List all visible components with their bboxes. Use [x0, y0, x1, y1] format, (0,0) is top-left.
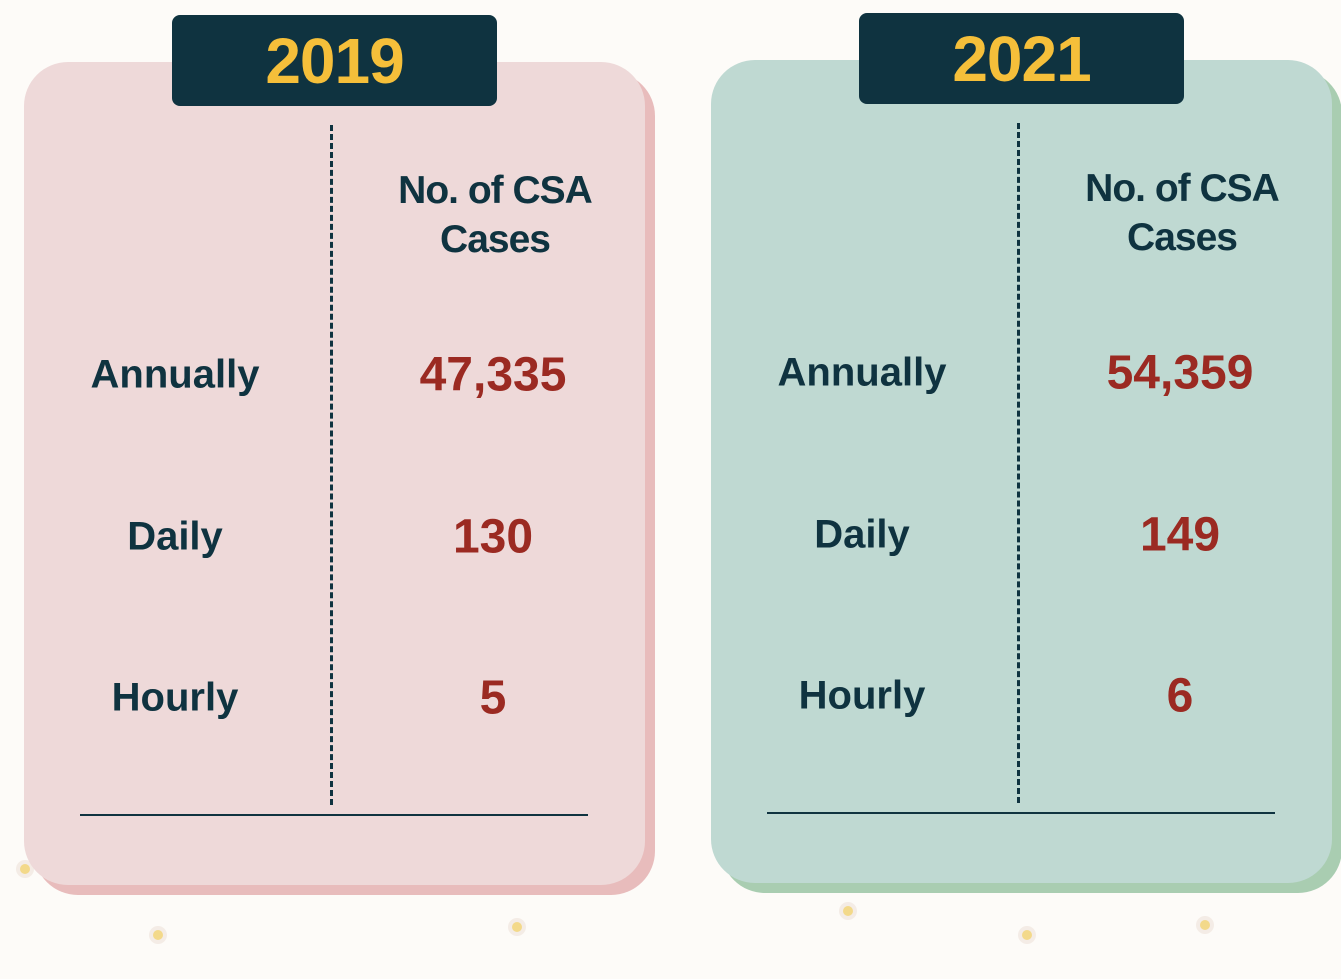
- flower-decoration: [1200, 920, 1210, 930]
- dashed-divider: [330, 125, 333, 805]
- row-label: Daily: [45, 515, 305, 560]
- year-tab: 2019: [172, 15, 497, 106]
- row-value: 47,335: [363, 348, 623, 403]
- column-header: No. of CSA Cases: [1052, 164, 1312, 262]
- row-label: Daily: [732, 513, 992, 558]
- bottom-rule: [767, 812, 1275, 814]
- flower-decoration: [512, 922, 522, 932]
- row-value: 5: [363, 671, 623, 726]
- flower-decoration: [1022, 930, 1032, 940]
- page: {"cards": [ {"year": "2019", "header": "…: [0, 0, 1341, 979]
- row-value: 6: [1050, 669, 1310, 724]
- dashed-divider: [1017, 123, 1020, 803]
- row-value: 130: [363, 510, 623, 565]
- flower-decoration: [843, 906, 853, 916]
- row-label: Hourly: [732, 674, 992, 719]
- bottom-rule: [80, 814, 588, 816]
- row-label: Hourly: [45, 676, 305, 721]
- row-value: 54,359: [1050, 346, 1310, 401]
- column-header: No. of CSA Cases: [365, 166, 625, 264]
- flower-decoration: [153, 930, 163, 940]
- flower-decoration: [20, 864, 30, 874]
- row-value: 149: [1050, 508, 1310, 563]
- year-tab: 2021: [859, 13, 1184, 104]
- row-label: Annually: [45, 353, 305, 398]
- row-label: Annually: [732, 351, 992, 396]
